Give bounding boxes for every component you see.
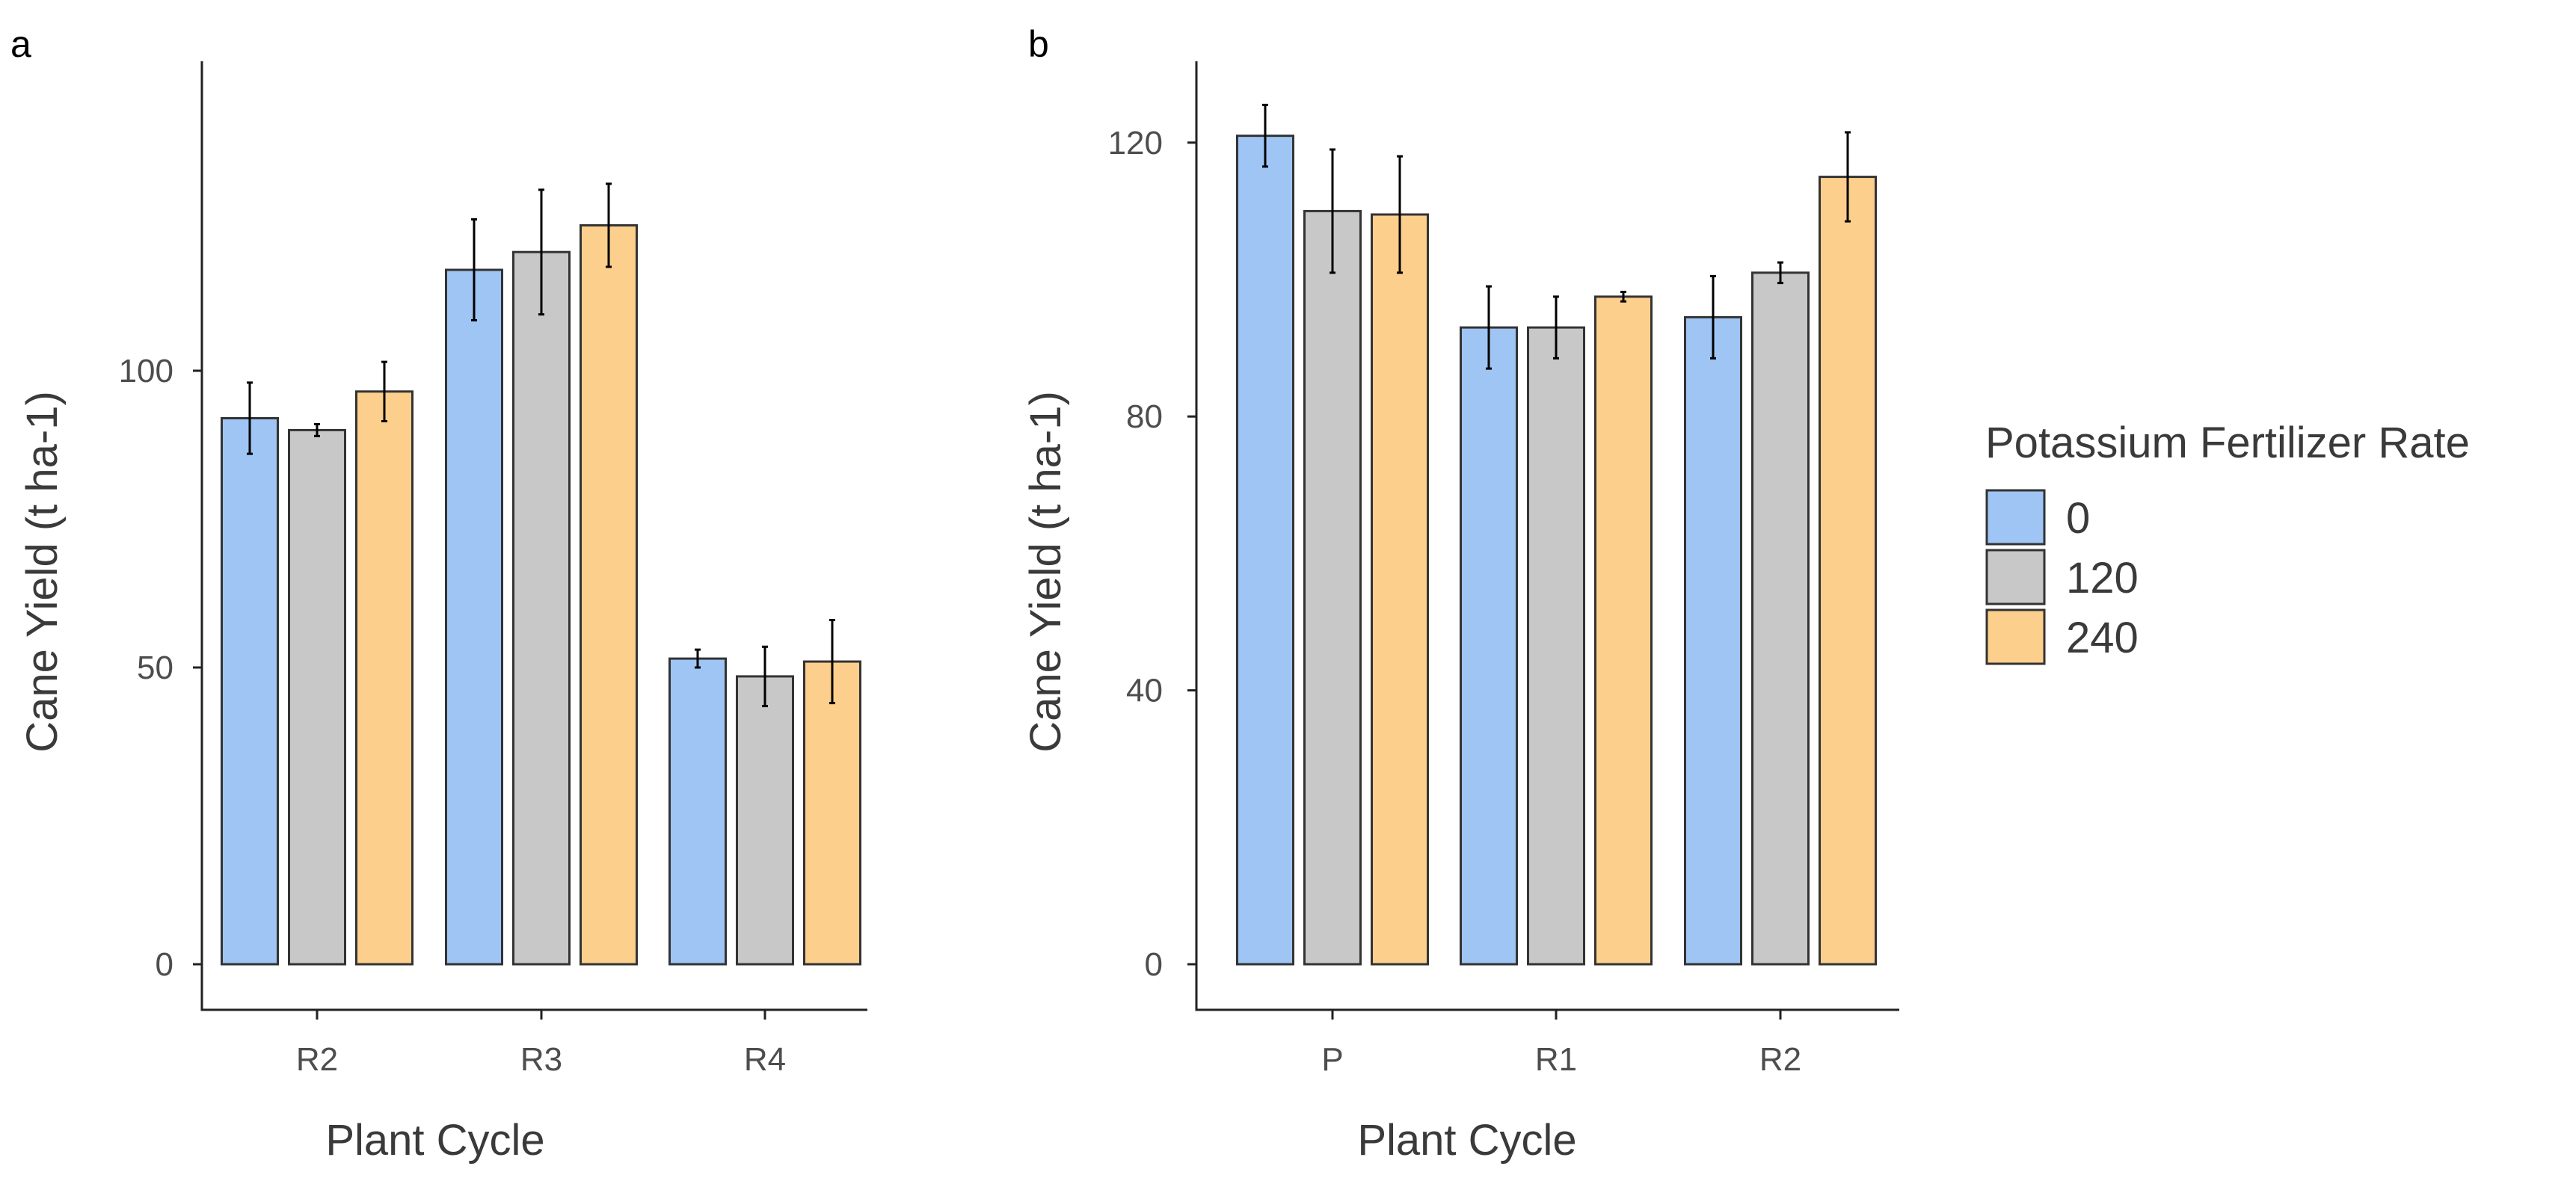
panel-b-error-bar-r2-120 [1777,261,1783,285]
panel-b-error-bar-r1-120 [1553,295,1559,360]
panel-b-bar-r2-240 [1819,176,1877,966]
panel-b-bar-r1-240 [1594,295,1653,966]
panel-a-error-bar-r3-0 [471,218,477,322]
panel-b-bars [1236,103,1877,966]
panel-b-y-tick-label: 80 [1126,398,1163,435]
panel-a-y-axis-title: Cane Yield (t ha-1) [18,391,67,753]
panel-b-error-bar-r2-240 [1845,131,1851,223]
panel-a-error-bar-r3-240 [606,182,612,268]
panel-a-bar-r4-120 [736,675,794,966]
legend-title: Potassium Fertilizer Rate [1985,419,2470,467]
panel-b-error-bar-r1-240 [1620,290,1626,303]
panel-b-error-bar-p-240 [1397,155,1403,274]
panel-b-y-tick-label: 40 [1126,673,1163,709]
panel-b-label: b [1028,23,1049,65]
panel-a-error-bar-r4-120 [762,645,768,708]
panel-a-error-bar-r4-0 [695,648,701,669]
panel-b-chart: b Cane Yield (t ha-1) Plant Cycle 0 40 80 1… [1021,23,1899,1165]
panel-b-axes [1195,61,1899,1011]
panel-b-error-bar-r2-0 [1710,274,1716,360]
legend: Potassium Fertilizer Rate 0 120 240 [1985,419,2470,665]
panel-a-chart: a Cane Yield (t ha-1) Plant Cycle 0 50 100… [10,23,867,1165]
panel-a-x-tick-label-r2: R2 [296,1041,338,1078]
panel-a-bar-r2-240 [355,390,414,966]
panel-b-bar-r2-120 [1751,271,1810,966]
panel-a-bar-r2-120 [288,428,346,966]
panel-a-x-tick-label-r4: R4 [744,1041,786,1078]
panel-a-error-bar-r2-120 [314,422,320,437]
panel-a-error-bar-r2-0 [247,381,253,455]
panel-a-bars [221,182,861,966]
panel-a-y-tick-label: 0 [156,946,173,983]
panel-b-error-bar-p-0 [1262,103,1268,168]
panel-b-bar-p-240 [1371,213,1429,966]
panel-a-bar-r3-0 [445,268,503,966]
panel-b-bar-r2-0 [1684,315,1742,966]
legend-entries: 0 120 240 [1985,489,2139,665]
panel-b-y-tick-label: 120 [1108,125,1163,161]
panel-a-x-axis-title: Plant Cycle [325,1116,544,1165]
legend-key-240 [1985,608,2046,665]
panel-b-x-axis-title: Plant Cycle [1357,1116,1576,1165]
legend-label-240: 240 [2066,614,2139,662]
panel-a-bar-r4-0 [668,657,727,966]
panel-b-bar-p-0 [1236,135,1294,966]
panel-a-error-bar-r2-240 [381,360,387,422]
panel-a-error-bar-r4-240 [829,618,835,705]
panel-a-bar-r2-0 [221,417,279,966]
legend-key-120 [1985,549,2046,605]
panel-b-error-bar-p-120 [1330,148,1335,274]
panel-b-bar-r1-0 [1460,326,1518,966]
panel-b-x-tick-label-r2: R2 [1759,1041,1801,1078]
panel-a-bar-r4-240 [803,660,861,966]
panel-b-bar-p-120 [1303,209,1362,966]
panel-b-x-tick-label-p: P [1321,1041,1343,1078]
panel-a-bar-r3-120 [512,250,571,966]
panel-a-y-tick-label: 50 [137,650,173,686]
panel-a-x-ticks: R2 R3 R4 [296,1010,786,1078]
panel-b-x-ticks: P R1 R2 [1321,1010,1801,1078]
panel-a-bar-r3-240 [580,223,638,966]
legend-label-120: 120 [2066,554,2139,602]
legend-key-0 [1985,489,2046,546]
panel-b-y-ticks: 0 40 80 120 [1108,125,1196,983]
panel-b-x-tick-label-r1: R1 [1535,1041,1577,1078]
panel-b-y-axis-title: Cane Yield (t ha-1) [1021,391,1070,753]
panel-a-label: a [10,23,31,65]
panel-a-y-tick-label: 100 [119,353,173,389]
panel-a-x-tick-label-r3: R3 [520,1041,562,1078]
panel-a-error-bar-r3-120 [538,188,544,316]
panel-b-error-bar-r1-0 [1486,285,1492,370]
panel-b-y-tick-label: 0 [1145,946,1163,983]
panel-b-bar-r1-120 [1527,326,1585,966]
panel-a-y-ticks: 0 50 100 [119,353,202,983]
panel-a-axes [200,61,867,1011]
legend-label-0: 0 [2066,494,2090,543]
